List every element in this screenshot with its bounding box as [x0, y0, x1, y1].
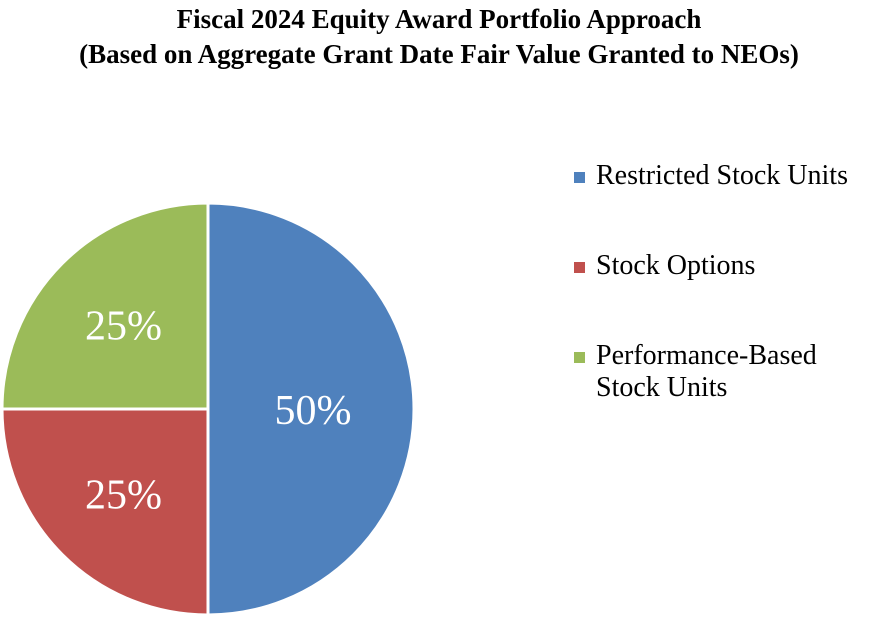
pie-slice-stock-options	[0, 407, 210, 617]
legend-item-performance-based-stock-units: Performance-Based Stock Units	[574, 340, 866, 404]
pie-data-label-restricted-stock-units: 50%	[275, 388, 352, 434]
chart-title-line-2: (Based on Aggregate Grant Date Fair Valu…	[79, 39, 799, 69]
legend-swatch-stock-options	[574, 262, 585, 273]
chart-title-line-1: Fiscal 2024 Equity Award Portfolio Appro…	[176, 4, 702, 34]
legend-label-restricted-stock-units: Restricted Stock Units	[596, 160, 848, 191]
pie-data-label-stock-options: 25%	[85, 472, 162, 518]
pie-slice-restricted-stock-units	[206, 201, 416, 617]
legend-swatch-performance-based-stock-units	[574, 352, 585, 363]
pie-data-label-performance-based-stock-units: 25%	[85, 304, 162, 350]
legend-item-stock-options: Stock Options	[574, 250, 874, 282]
chart-title: Fiscal 2024 Equity Award Portfolio Appro…	[0, 2, 878, 72]
legend-item-restricted-stock-units: Restricted Stock Units	[574, 160, 874, 192]
legend-label-stock-options: Stock Options	[596, 250, 756, 281]
legend-label-performance-based-stock-units: Performance-Based Stock Units	[596, 340, 817, 403]
legend-swatch-restricted-stock-units	[574, 172, 585, 183]
chart-legend: Restricted Stock Units Stock Options Per…	[574, 160, 874, 404]
pie-slice-performance-based-stock-units	[0, 201, 210, 411]
